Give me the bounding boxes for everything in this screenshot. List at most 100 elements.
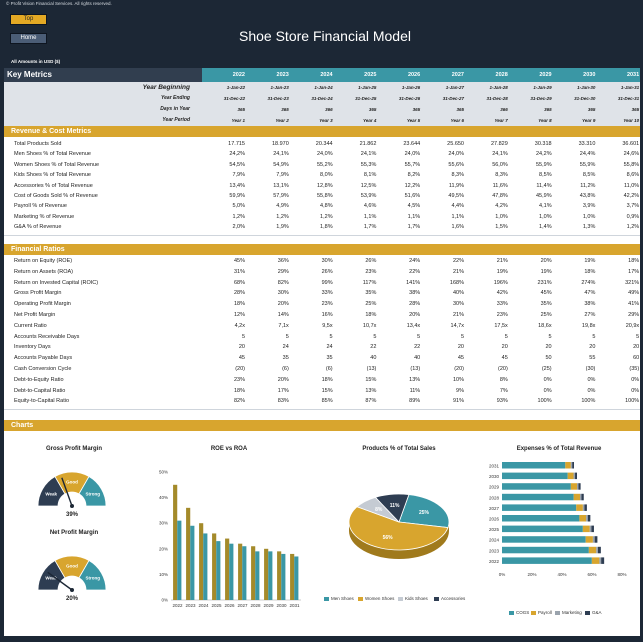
table-row: Accounts Payable Days 45 35 35 40 40 45 45 50 55 6… [4,353,640,363]
row-label: Equity-to-Capital Ratio [14,398,70,405]
bar-roe [264,548,269,600]
table-cell: 3,9% [582,203,596,210]
legend-item: G&A [585,610,602,615]
timeline-cell: 1-Jan-25 [358,85,377,90]
table-cell: 7,1x [278,322,289,329]
timeline-row: Year Beginning 1-Jan-22 1-Jan-23 1-Jan-24 1-… [4,82,640,93]
timeline-cell: 365 [412,107,421,112]
row-label: Gross Profit Margin [14,290,62,297]
table-cell: 231% [537,279,552,286]
legend-item: Accessories [434,596,465,601]
table-cell: (6) [325,366,333,372]
products-chart-title: Products % of Total Sales [362,446,436,452]
table-cell: 45% [540,290,552,297]
bar-roa [190,525,195,600]
row-label: Men Shoes % of Total Revenue [14,151,91,158]
table-cell: 13% [409,376,421,383]
y-tick-label: 2023 [489,548,500,553]
financial-sheet: Key Metrics 2022 2023 2024 2025 2026 2027 2028… [4,68,640,636]
home-button[interactable]: Home [10,33,47,44]
timeline-cell: Year 8 [538,118,552,123]
top-button[interactable]: Top [10,14,47,25]
table-cell: 55,6% [448,161,464,168]
table-cell: 42,2% [623,193,640,199]
row-label: Current Ratio [14,322,47,329]
table-cell: (25) [541,366,552,372]
table-cell: 38% [584,301,596,308]
table-cell: 19% [496,268,508,275]
timeline-cell: Year 1 [231,118,245,123]
expenses-chart-title: Expenses % of Total Revenue [516,446,602,452]
table-cell: 22% [409,268,421,275]
year-header-cell: 2024 [320,72,333,78]
timeline-cell: 31-Dec-28 [486,96,508,101]
table-cell: 1,2% [626,224,640,231]
gauge-band-label: Strong [86,576,101,581]
bar-segment-ganda [591,525,594,533]
year-header-cell: 2022 [232,72,245,78]
table-cell: 82% [233,398,245,405]
row-label: Accounts Payable Days [14,355,73,362]
y-tick-label: 10% [159,572,168,577]
table-cell: 45% [233,258,245,264]
table-cell: 168% [449,279,464,286]
pie-slice-label: 11% [390,503,400,509]
table-cell: 4,4% [451,203,464,210]
roe-roa-chart-title: ROE vs ROA [210,446,248,452]
table-cell: 20 [545,344,552,351]
timeline-cell: 31-Dec-31 [617,96,640,101]
revenue-cost-section-header: Revenue & Cost Metrics [4,126,640,137]
table-row: Current Ratio 4,2x 7,1x 9,5x 10,7x 13,4x 14,7x… [4,321,640,331]
bar-roa [255,551,260,600]
table-cell: 21% [452,312,464,318]
bar-segment-marketing [596,546,598,554]
table-cell: 22% [452,258,464,264]
table-cell: 24,1% [360,151,377,158]
table-cell: 1,7% [363,224,377,231]
table-cell: 24,4% [579,151,596,158]
roe-roa-bar-chart: 0%10%20%30%40%50%2022 2023 2024 2025 2026 202… [159,470,301,608]
table-cell: 8,1% [363,172,377,179]
table-cell: 55,2% [316,161,333,168]
bar-roe [238,543,243,600]
table-cell: 20% [540,258,552,264]
bar-segment-cogs [502,546,589,554]
table-cell: 5 [504,333,508,340]
bar-segment-ganda [581,493,584,501]
table-cell: 49,5% [448,193,464,199]
table-row: Total Products Sold 17.715 18.970 20.344 21.… [4,139,640,149]
key-metrics-title: Key Metrics [4,68,202,82]
table-cell: 0% [631,387,640,394]
table-cell: 12% [233,312,245,318]
table-cell: 20% [277,376,289,383]
gauge-band-label: Good [66,564,78,569]
table-row: Accounts Receivable Days 5 5 5 5 5 5 5 5 5 5 [4,332,640,342]
year-header-cell: 2026 [407,72,421,78]
pie-slice-label: 56% [383,535,394,541]
row-label: Women Shoes % of Total Revenue [14,161,100,168]
table-cell: 12,5% [360,182,377,189]
timeline-label: Year Beginning [142,84,190,91]
table-cell: 49% [628,290,640,297]
timeline-row: Year Ending 31-Dec-22 31-Dec-23 31-Dec-24 31… [4,93,640,104]
table-cell: 20% [409,312,421,318]
row-label: Marketing % of Revenue [14,213,75,220]
y-tick-label: 2028 [489,495,500,500]
table-cell: 3,7% [626,203,640,210]
x-tick-label: 2027 [237,603,248,608]
table-cell: 7,9% [276,172,289,179]
timeline-cell: 1-Jan-28 [489,85,508,90]
y-tick-label: 2026 [489,517,500,522]
table-cell: 1,8% [320,224,333,231]
timeline-cell: 1-Jan-27 [445,85,464,90]
table-cell: 30% [277,290,289,297]
table-row: G&A % of Revenue 2,0% 1,9% 1,8% 1,7% 1,7% 1,6%… [4,222,640,232]
bar-roe [251,546,256,600]
bar-segment-payroll [567,472,574,480]
table-row: Payroll % of Revenue 5,0% 4,9% 4,8% 4,6% 4,5%… [4,201,640,211]
table-cell: (20) [235,366,245,372]
table-cell: 59,9% [229,193,245,199]
timeline-cell: 31-Dec-26 [398,96,421,101]
table-cell: (30) [585,366,596,372]
timeline-block: Year Beginning 1-Jan-22 1-Jan-23 1-Jan-24 1-… [4,82,640,126]
